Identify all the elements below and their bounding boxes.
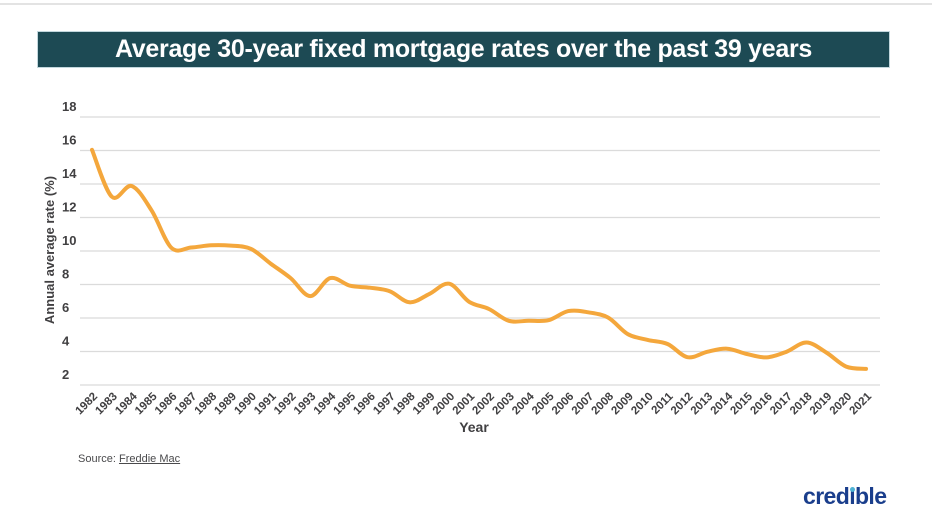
x-tick-label: 1986 xyxy=(153,391,180,418)
x-tick-label: 1983 xyxy=(93,391,120,418)
y-tick-label: 6 xyxy=(62,300,69,315)
x-tick-label: 2021 xyxy=(848,390,875,417)
x-tick-label: 1992 xyxy=(272,391,299,418)
x-tick-label: 1999 xyxy=(411,391,438,418)
x-tick-label: 1989 xyxy=(212,391,239,418)
source-note: Source: Freddie Mac xyxy=(78,453,180,465)
y-tick-label: 12 xyxy=(62,200,76,215)
y-tick-label: 2 xyxy=(62,367,69,382)
y-tick-label: 8 xyxy=(62,267,69,282)
source-label: Source: xyxy=(78,453,116,465)
x-tick-label: 2017 xyxy=(768,391,795,418)
x-tick-label: 2007 xyxy=(570,391,597,418)
x-tick-label: 2016 xyxy=(748,391,775,418)
x-tick-label: 1996 xyxy=(351,391,378,418)
y-tick-label: 10 xyxy=(62,233,76,248)
x-tick-label: 1993 xyxy=(292,391,319,418)
chart-title-bar: Average 30-year fixed mortgage rates ove… xyxy=(37,31,890,68)
y-tick-label: 4 xyxy=(62,334,70,349)
chart-title: Average 30-year fixed mortgage rates ove… xyxy=(114,35,812,63)
x-tick-label: 2002 xyxy=(470,391,497,418)
logo-text-post: ble xyxy=(854,483,887,509)
credible-logo: credıble xyxy=(803,483,887,510)
x-tick-label: 2020 xyxy=(828,391,855,418)
x-axis-title: Year xyxy=(459,419,489,435)
x-tick-label: 1997 xyxy=(371,391,398,418)
page-top-divider xyxy=(0,3,932,5)
x-tick-label: 2009 xyxy=(609,391,636,418)
x-tick-label: 2012 xyxy=(669,391,696,418)
x-tick-label: 1987 xyxy=(173,391,200,418)
x-tick-label: 1990 xyxy=(232,391,259,418)
x-tick-label: 1982 xyxy=(74,391,101,418)
x-tick-label: 2010 xyxy=(629,391,656,418)
logo-letter-i: ı xyxy=(849,483,855,509)
x-tick-label: 2000 xyxy=(431,391,458,418)
rate-line-series xyxy=(90,147,868,371)
x-tick-label: 2003 xyxy=(490,391,517,418)
y-tick-label: 16 xyxy=(62,133,76,148)
y-tick-label: 18 xyxy=(62,99,76,114)
y-tick-label: 14 xyxy=(62,166,77,181)
logo-text-pre: cred xyxy=(803,483,850,509)
x-tick-label: 2006 xyxy=(550,391,577,418)
x-tick-label: 2019 xyxy=(808,391,835,418)
source-link[interactable]: Freddie Mac xyxy=(118,453,181,465)
x-tick-label: 2013 xyxy=(689,391,716,418)
